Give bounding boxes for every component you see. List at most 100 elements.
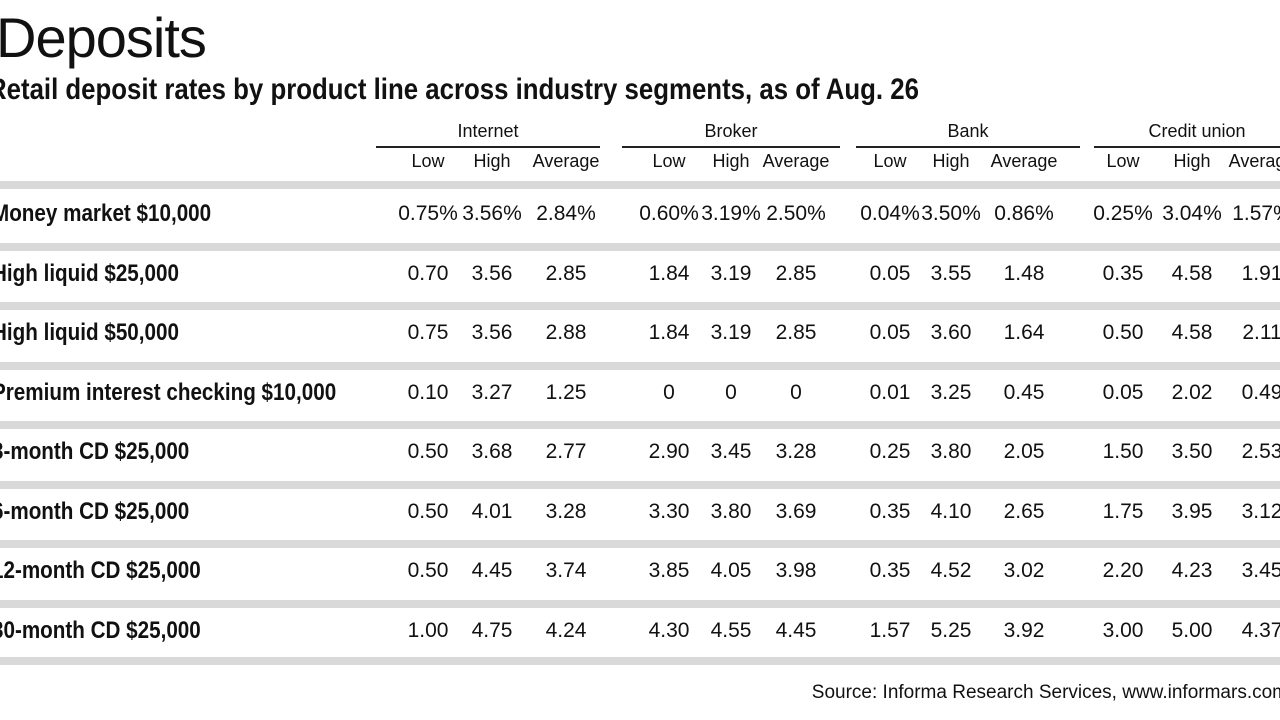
table-cell: 0.01 xyxy=(869,381,911,404)
table-cell: 3.92 xyxy=(1003,619,1045,642)
table-cell: 2.85 xyxy=(775,321,817,344)
table-cell: 3.28 xyxy=(775,440,817,463)
table-cell: 4.58 xyxy=(1171,262,1213,285)
row-separator xyxy=(0,243,1280,251)
table-cell: 0.05 xyxy=(1102,381,1144,404)
table-cell: 2.11 xyxy=(1242,321,1280,344)
table-cell: 0.60% xyxy=(639,202,699,225)
table-cell: 3.69 xyxy=(775,500,817,523)
table-cell: 2.85 xyxy=(545,262,587,285)
table-cell: 0.04% xyxy=(860,202,920,225)
row-label: 30-month CD $25,000 xyxy=(0,617,201,644)
table-cell: 0.05 xyxy=(869,262,911,285)
table-cell: 4.75 xyxy=(471,619,513,642)
table-cell: 0.50 xyxy=(407,500,449,523)
source-note: Source: Informa Research Services, www.i… xyxy=(811,682,1280,703)
chart-title: Deposits xyxy=(0,6,207,69)
table-cell: 0.86% xyxy=(994,202,1054,225)
row-separator xyxy=(0,600,1280,608)
table-cell: 3.27 xyxy=(471,381,513,404)
table-cell: 0.10 xyxy=(407,381,449,404)
table-cell: 0.75 xyxy=(407,321,449,344)
table-cell: 3.85 xyxy=(648,559,690,582)
table-cell: 3.60 xyxy=(930,321,972,344)
row-separator xyxy=(0,362,1280,370)
table-cell: 3.98 xyxy=(775,559,817,582)
table-cell: 2.20 xyxy=(1102,559,1144,582)
table-cell: 4.10 xyxy=(930,500,972,523)
table-cell: 1.25 xyxy=(545,381,587,404)
table-cell: 3.50% xyxy=(921,202,981,225)
table-cell: 3.80 xyxy=(710,500,752,523)
group-header-internet: Internet xyxy=(457,121,519,141)
column-header-high: High xyxy=(932,151,970,171)
table-cell: 0.50 xyxy=(407,440,449,463)
table-cell: 2.88 xyxy=(545,321,587,344)
column-header-low: Low xyxy=(1106,151,1140,171)
column-header-high: High xyxy=(473,151,511,171)
table-cell: 4.30 xyxy=(648,619,690,642)
table-cell: 2.05 xyxy=(1003,440,1045,463)
row-label: 12-month CD $25,000 xyxy=(0,557,201,584)
table-cell: 0.05 xyxy=(869,321,911,344)
table-cell: 0.75% xyxy=(398,202,458,225)
row-separator xyxy=(0,481,1280,489)
table-cell: 4.58 xyxy=(1171,321,1213,344)
table-cell: 0.35 xyxy=(1102,262,1144,285)
table-cell: 3.00 xyxy=(1102,619,1144,642)
column-header-average: Average xyxy=(762,151,830,171)
table-cell: 2.90 xyxy=(648,440,690,463)
table-cell: 3.68 xyxy=(471,440,513,463)
table-cell: 3.80 xyxy=(930,440,972,463)
table-cell: 3.12 xyxy=(1241,500,1280,523)
table-cell: 4.24 xyxy=(545,619,587,642)
group-rule xyxy=(376,146,600,148)
table-cell: 3.45 xyxy=(710,440,752,463)
table-cell: 2.65 xyxy=(1003,500,1045,523)
table-cell: 3.55 xyxy=(930,262,972,285)
row-separator xyxy=(0,540,1280,548)
column-header-average: Average xyxy=(532,151,600,171)
row-separator xyxy=(0,181,1280,189)
table-cell: 3.95 xyxy=(1171,500,1213,523)
row-label: Premium interest checking $10,000 xyxy=(0,379,337,406)
table-cell: 0 xyxy=(663,381,675,404)
row-label: High liquid $25,000 xyxy=(0,260,179,287)
group-rule xyxy=(1094,146,1280,148)
table-cell: 3.56 xyxy=(471,262,513,285)
table-cell: 3.02 xyxy=(1003,559,1045,582)
table-cell: 0 xyxy=(725,381,737,404)
group-rule xyxy=(856,146,1080,148)
table-cell: 0.50 xyxy=(407,559,449,582)
table-cell: 0.25% xyxy=(1093,202,1153,225)
table-cell: 3.19% xyxy=(701,202,761,225)
table-cell: 1.91 xyxy=(1241,262,1280,285)
table-cell: 4.55 xyxy=(710,619,752,642)
table-cell: 1.57 xyxy=(869,619,911,642)
table-cell: 1.75 xyxy=(1102,500,1144,523)
table-cell: 4.45 xyxy=(471,559,513,582)
row-label: 3-month CD $25,000 xyxy=(0,438,190,465)
table-cell: 2.50% xyxy=(766,202,826,225)
table-cell: 3.28 xyxy=(545,500,587,523)
table-cell: 2.84% xyxy=(536,202,596,225)
row-separator xyxy=(0,302,1280,310)
table-cell: 0.35 xyxy=(869,500,911,523)
table-cell: 0.35 xyxy=(869,559,911,582)
column-header-high: High xyxy=(1173,151,1211,171)
table-cell: 1.00 xyxy=(407,619,449,642)
chart-subtitle: Retail deposit rates by product line acr… xyxy=(0,73,919,106)
table-cell: 4.01 xyxy=(471,500,513,523)
column-header-low: Low xyxy=(873,151,907,171)
table-cell: 0.49 xyxy=(1241,381,1280,404)
table-cell: 3.74 xyxy=(545,559,587,582)
table-cell: 3.19 xyxy=(710,262,752,285)
column-header-high: High xyxy=(712,151,750,171)
table-cell: 2.85 xyxy=(775,262,817,285)
table-cell: 1.84 xyxy=(648,262,690,285)
group-header-broker: Broker xyxy=(704,121,758,141)
table-cell: 2.02 xyxy=(1171,381,1213,404)
group-header-bank: Bank xyxy=(947,121,989,141)
group-header-credit-union: Credit union xyxy=(1148,121,1246,141)
table-cell: 3.56 xyxy=(471,321,513,344)
